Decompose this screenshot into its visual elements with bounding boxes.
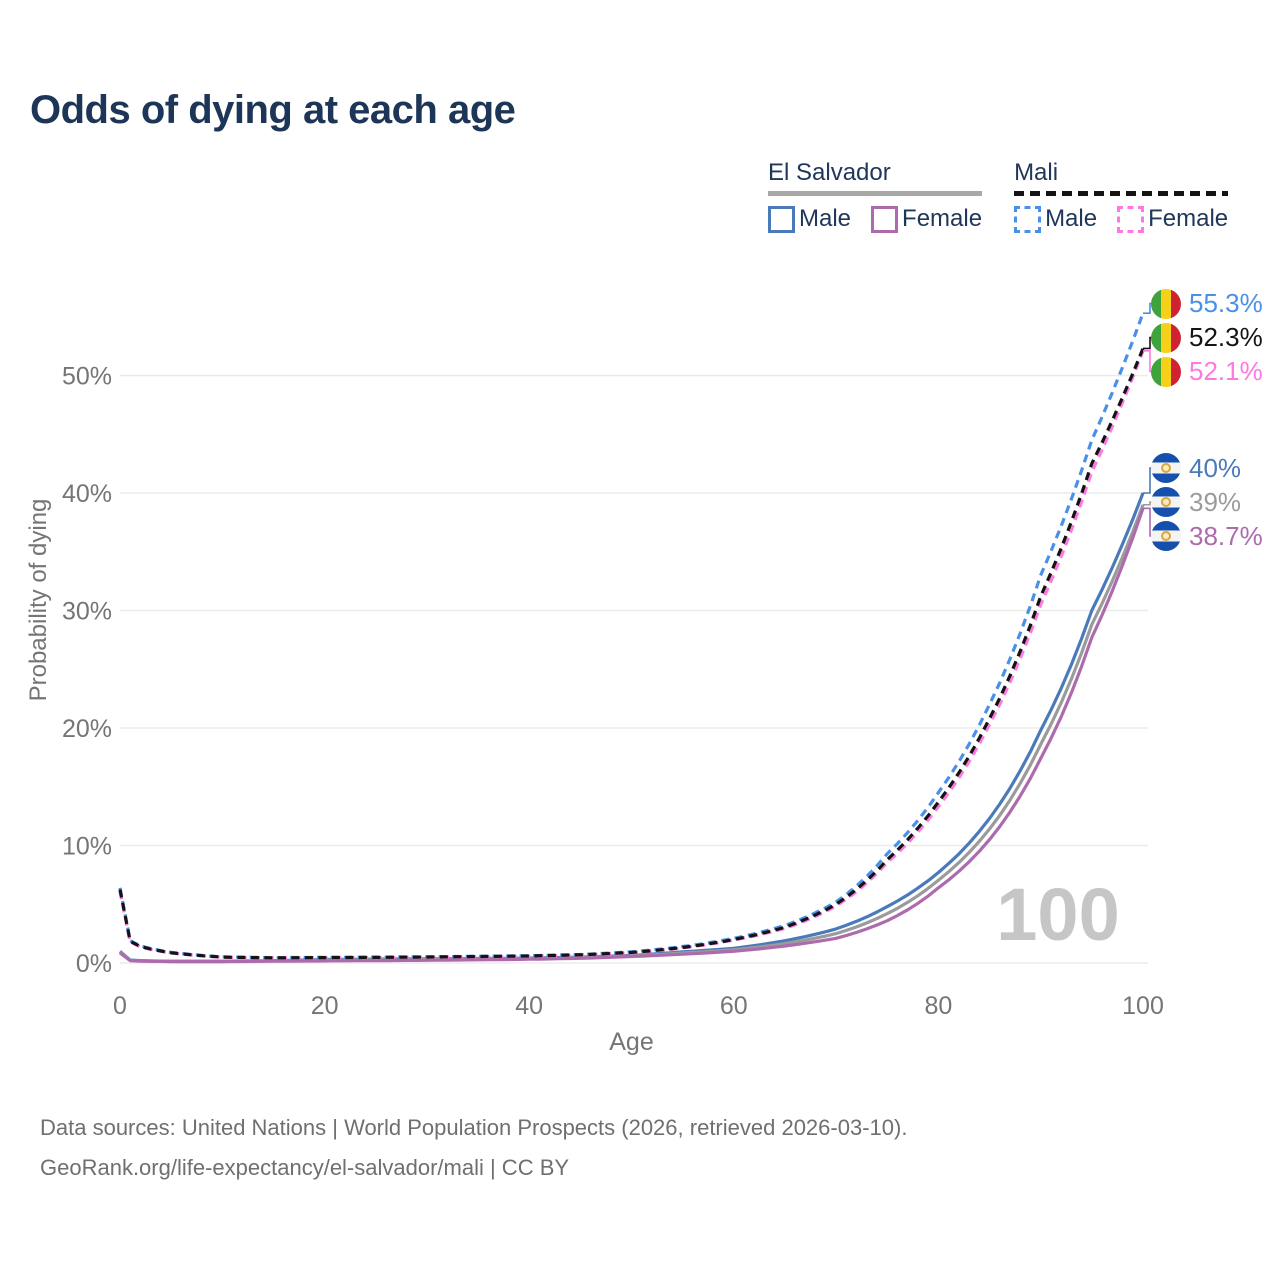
legend-label: Female: [902, 205, 983, 232]
el-salvador-flag-icon: [1151, 487, 1181, 517]
mali-line-style-sample: [1014, 191, 1229, 196]
end-label-value: 39%: [1189, 486, 1242, 517]
end-label-mali-female: 52.1%: [1151, 355, 1263, 389]
mali-male-swatch: [1014, 205, 1042, 233]
x-tick-label: 100: [1122, 992, 1164, 1020]
coat-of-arms-icon: [1161, 497, 1171, 507]
mali-flag-icon: [1151, 288, 1181, 319]
end-label-value: 52.1%: [1189, 356, 1263, 386]
legend-item-el-salvador-female[interactable]: Female: [871, 205, 982, 233]
end-label-es-both: 39%: [1151, 485, 1241, 519]
coat-of-arms-icon: [1161, 531, 1171, 541]
mali-flag-icon: [1151, 356, 1181, 387]
mali-flag-icon: [1151, 322, 1181, 353]
attribution-line: GeoRank.org/life-expectancy/el-salvador/…: [40, 1155, 570, 1180]
end-label-es-male: 40%: [1151, 451, 1241, 485]
legend-group-mali: Mali Male Female: [1014, 159, 1229, 233]
y-tick-label: 40%: [62, 480, 112, 508]
el-salvador-female-swatch: [871, 205, 899, 233]
age-counter-watermark: 100: [996, 873, 1119, 956]
series-line-mali-female[interactable]: [118, 350, 1145, 960]
coat-of-arms-icon: [1161, 463, 1171, 473]
x-tick-label: 0: [113, 992, 127, 1020]
series-line-mali-male[interactable]: [118, 312, 1145, 960]
el-salvador-flag-icon: [1151, 453, 1181, 483]
end-label-value: 52.3%: [1189, 322, 1263, 352]
end-label-mali-male: 55.3%: [1151, 287, 1263, 321]
legend-item-el-salvador-male[interactable]: Male: [768, 205, 851, 233]
el-salvador-male-swatch: [768, 205, 795, 233]
legend-item-mali-male[interactable]: Male: [1014, 205, 1097, 233]
x-tick-label: 40: [515, 992, 543, 1020]
y-tick-label: 10%: [62, 833, 112, 861]
mali-female-swatch: [1117, 205, 1145, 233]
end-label-value: 55.3%: [1189, 288, 1263, 318]
legend-item-mali-female[interactable]: Female: [1117, 205, 1228, 233]
x-axis-title: Age: [609, 1028, 653, 1056]
data-sources-line: Data sources: United Nations | World Pop…: [40, 1115, 908, 1140]
series-line-es-both[interactable]: [118, 504, 1145, 964]
x-tick-label: 60: [720, 992, 748, 1020]
legend-label: Male: [1045, 205, 1098, 232]
page-title: Odds of dying at each age: [30, 88, 516, 132]
end-label-value: 38.7%: [1189, 520, 1263, 551]
el-salvador-flag-icon: [1151, 521, 1181, 551]
y-tick-label: 50%: [62, 363, 112, 391]
y-tick-label: 20%: [62, 715, 112, 743]
series-line-mali-both[interactable]: [118, 347, 1145, 960]
legend-group-el-salvador: El Salvador Male Female: [768, 159, 983, 233]
x-tick-label: 20: [311, 992, 339, 1020]
legend-country-mali: Mali: [1014, 159, 1059, 186]
end-label-mali-both: 52.3%: [1151, 321, 1263, 355]
end-label-value: 40%: [1189, 452, 1242, 483]
legend-label: Male: [799, 205, 852, 232]
legend-country-el-salvador: El Salvador: [768, 159, 891, 186]
y-axis-title: Probability of dying: [25, 499, 52, 702]
series-line-es-female[interactable]: [119, 507, 1145, 964]
y-tick-label: 30%: [62, 598, 112, 626]
end-label-es-female: 38.7%: [1151, 519, 1263, 553]
y-tick-label: 0%: [76, 950, 112, 978]
legend-label: Female: [1148, 205, 1229, 232]
legend: El Salvador Male Female Mali Male: [768, 159, 1229, 233]
source-footer: Data sources: United Nations | World Pop…: [40, 1108, 907, 1188]
x-tick-label: 80: [924, 992, 952, 1020]
el-salvador-line-style-sample: [768, 191, 983, 196]
